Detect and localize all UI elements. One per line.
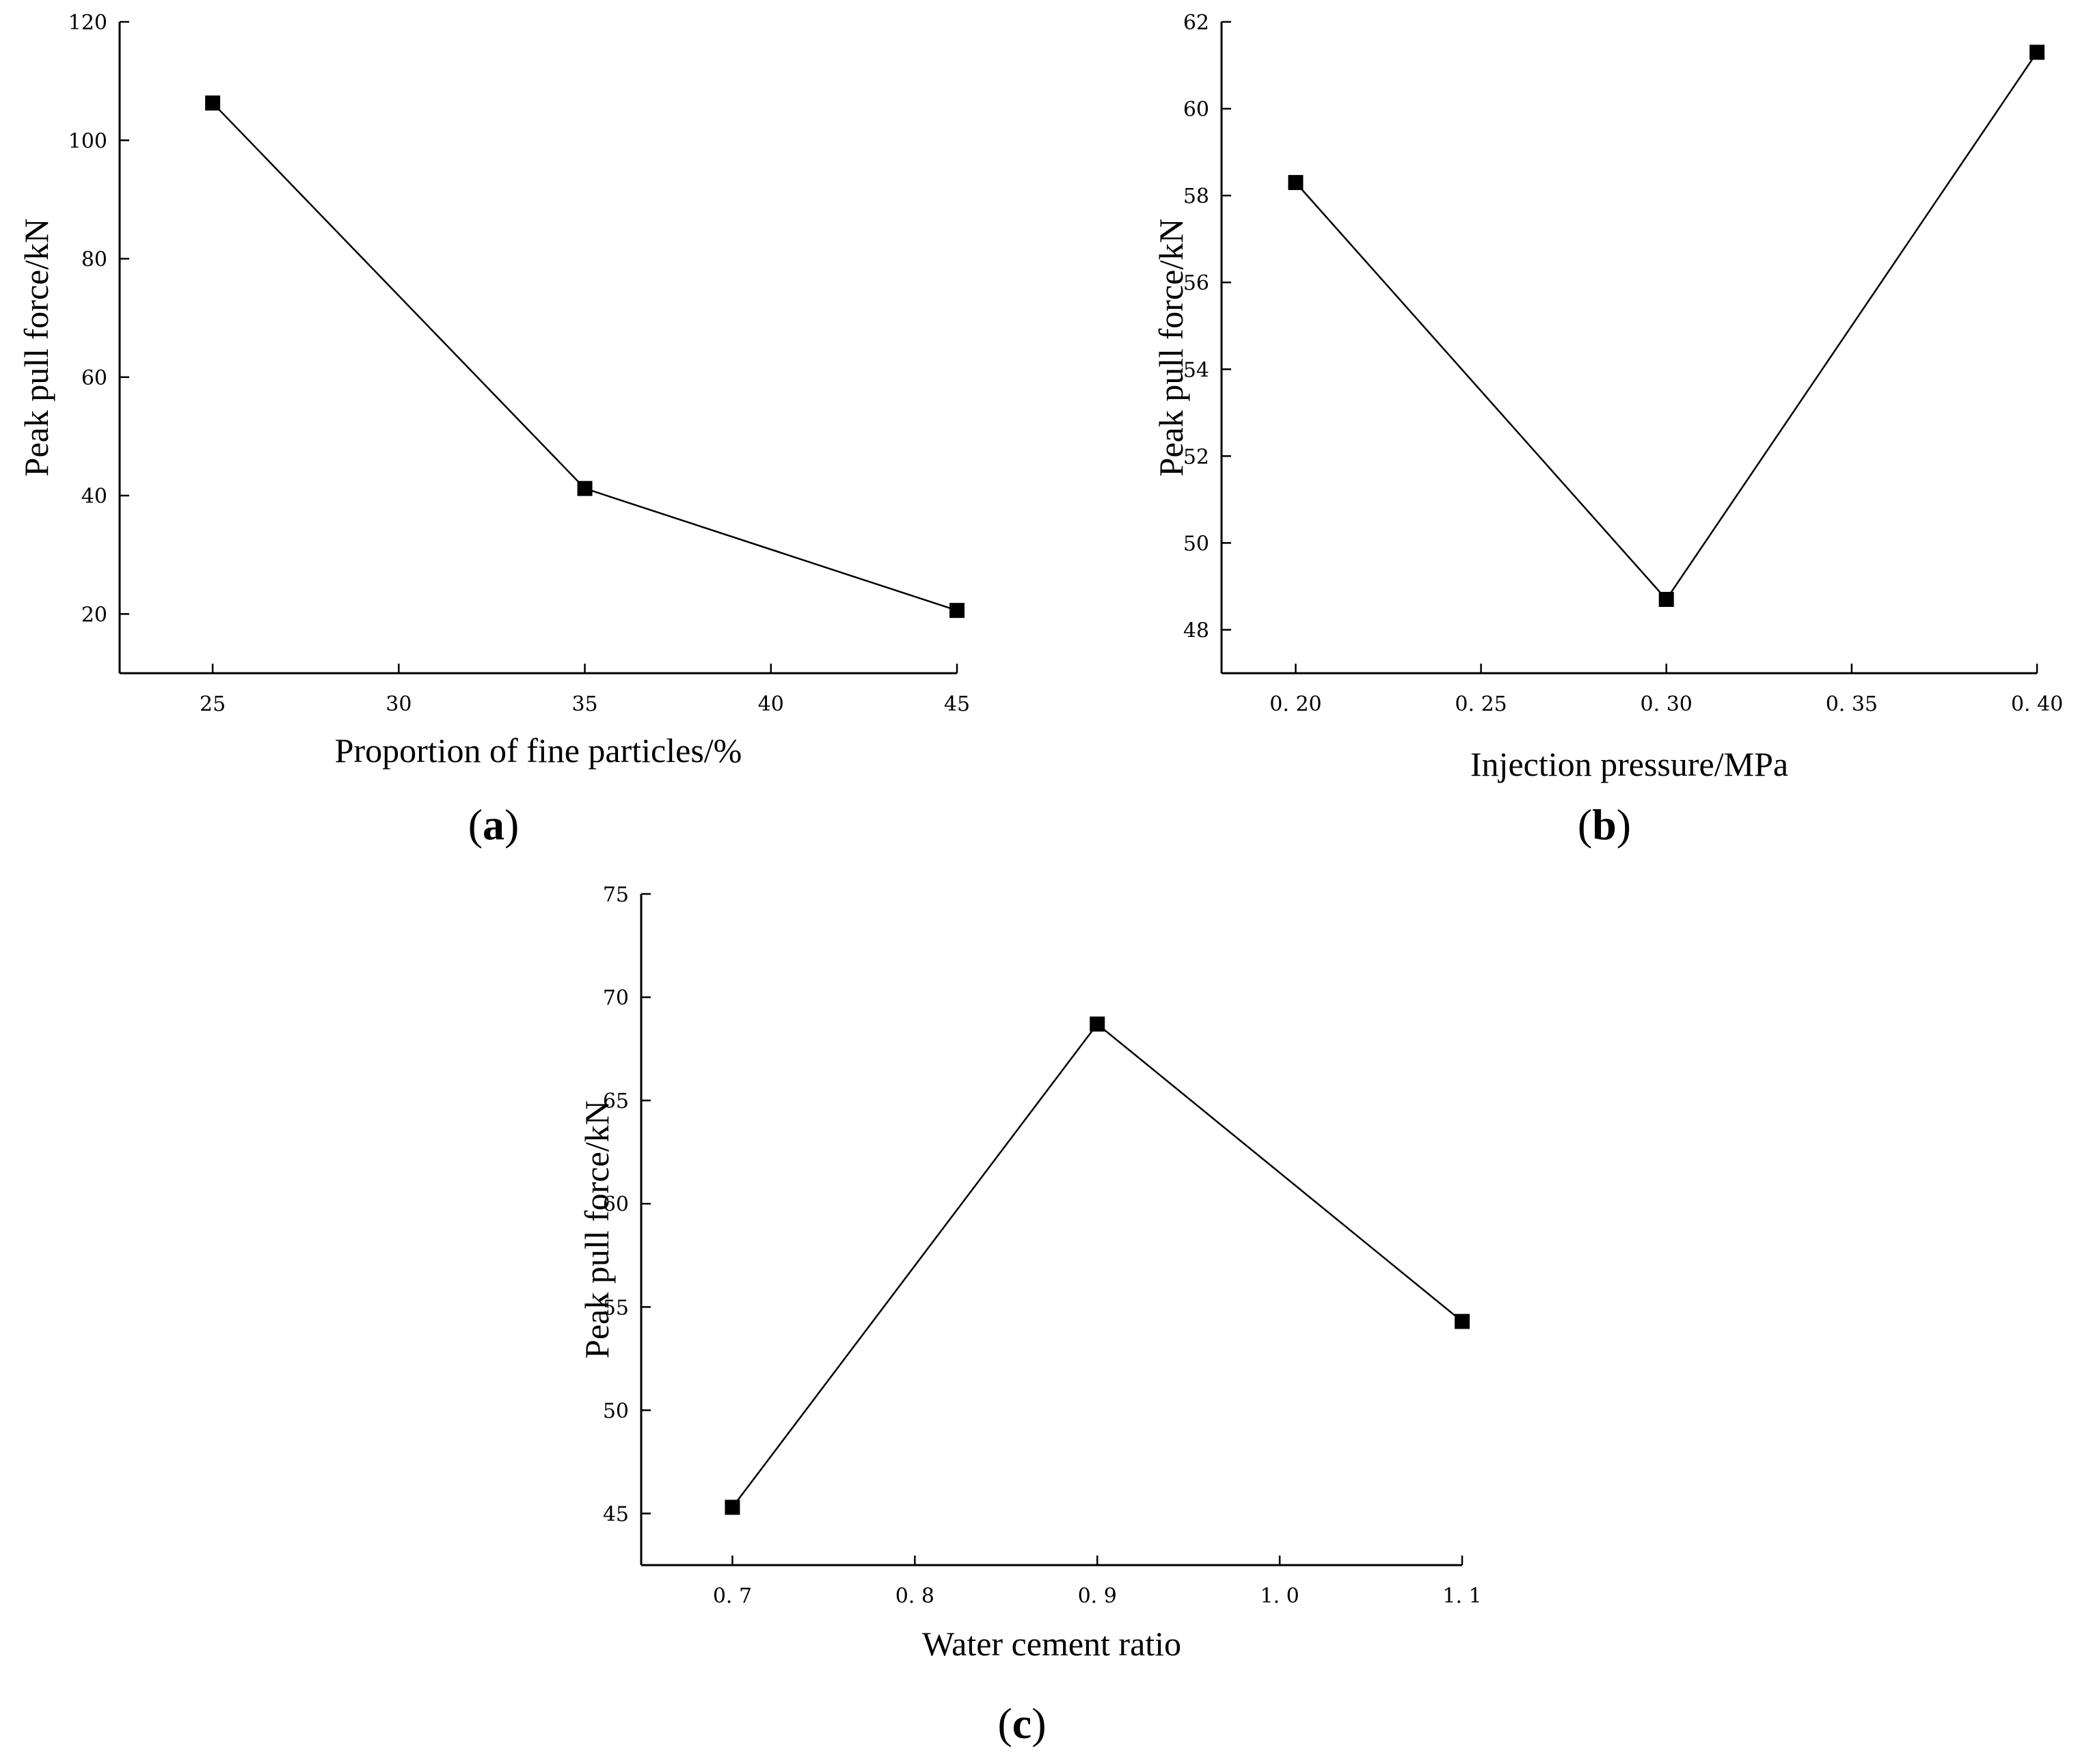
y-tick-label-b-1: 50 [1183,532,1209,556]
y-tick-label-c-3: 60 [603,1193,629,1217]
panel-c-letter: c [1012,1699,1032,1748]
y-tick-label-c-5: 70 [603,986,629,1010]
y-tick-label-a-2: 60 [81,366,107,390]
x-tick-label-a-4: 45 [944,692,970,716]
y-tick-label-b-0: 48 [1183,619,1209,642]
panel-b: 0. 20 0. 25 0. 30 0. 35 0. 40 48 50 52 54 56 58 60 6… [1152,11,2063,849]
x-axis-label-c: Water cement ratio [922,1625,1181,1663]
data-point-b-0 [1288,175,1304,191]
x-axis-label-a: Proportion of fine particles/% [335,731,742,770]
x-tick-label-b-1: 0. 25 [1455,692,1507,716]
x-tick-label-c-2: 0. 9 [1078,1584,1117,1608]
y-tick-label-b-6: 60 [1183,98,1209,122]
data-point-b-1 [1658,591,1674,607]
data-point-c-0 [725,1500,740,1515]
data-point-c-2 [1455,1314,1470,1329]
series-line-a [212,102,958,612]
y-tick-label-c-1: 50 [603,1399,629,1423]
y-tick-label-b-5: 58 [1183,185,1209,208]
y-tick-label-a-0: 20 [81,603,107,627]
series-line-c [731,1022,1463,1508]
x-tick-label-c-4: 1. 1 [1442,1584,1481,1608]
y-tick-label-a-3: 80 [81,248,107,272]
panel-a-label: (a) [468,800,520,849]
data-point-b-2 [2030,44,2045,60]
marks-c: 0. 7 0. 8 0. 9 1. 0 1. 1 45 50 55 60 65 70 75 Water … [578,883,1482,1663]
data-point-a-0 [205,95,221,111]
panel-b-label: (b) [1578,800,1631,849]
x-tick-label-a-2: 35 [571,692,597,716]
panel-a: 25 30 35 40 45 20 40 60 80 100 120 Proportion of fi… [17,11,970,849]
marks-a: 25 30 35 40 45 20 40 60 80 100 120 Proportion of fi… [17,11,970,770]
x-tick-label-a-0: 25 [200,692,226,716]
x-tick-label-b-4: 0. 40 [2011,692,2063,716]
x-tick-label-a-3: 40 [758,692,784,716]
y-tick-label-c-4: 65 [603,1089,629,1113]
panel-a-letter: a [483,800,504,849]
y-axis-label-a: Peak pull force/kN [17,219,55,477]
y-tick-label-c-0: 45 [603,1502,629,1526]
x-tick-label-c-1: 0. 8 [895,1584,934,1608]
x-tick-label-b-0: 0. 20 [1269,692,1321,716]
y-axis-label-c: Peak pull force/kN [578,1100,616,1359]
panel-c-label: (c) [997,1699,1046,1748]
y-axis-label-b: Peak pull force/kN [1152,219,1190,477]
series-line-b [1295,51,2038,601]
panel-c: 0. 7 0. 8 0. 9 1. 0 1. 1 45 50 55 60 65 70 75 Water … [578,883,1482,1748]
y-tick-label-a-1: 40 [81,485,107,508]
y-tick-label-b-4: 56 [1183,271,1209,295]
y-tick-label-b-2: 52 [1183,445,1209,469]
x-axis-label-b: Injection pressure/MPa [1470,745,1788,783]
y-tick-label-b-3: 54 [1183,358,1209,382]
y-tick-label-c-6: 75 [603,883,629,907]
x-tick-label-c-3: 1. 0 [1260,1584,1299,1608]
y-tick-label-a-4: 100 [68,129,107,153]
y-tick-label-c-2: 55 [603,1296,629,1320]
x-tick-label-a-1: 30 [386,692,412,716]
y-tick-label-b-7: 62 [1183,11,1209,35]
marks-b: 0. 20 0. 25 0. 30 0. 35 0. 40 48 50 52 54 56 58 60 6… [1152,11,2063,783]
x-tick-label-b-2: 0. 30 [1641,692,1693,716]
data-point-a-2 [949,603,965,619]
data-point-c-1 [1090,1016,1105,1032]
y-tick-label-a-5: 120 [68,11,107,35]
data-point-a-1 [577,480,593,496]
x-tick-label-b-3: 0. 35 [1826,692,1878,716]
x-tick-label-c-0: 0. 7 [713,1584,752,1608]
panel-b-letter: b [1592,800,1617,849]
